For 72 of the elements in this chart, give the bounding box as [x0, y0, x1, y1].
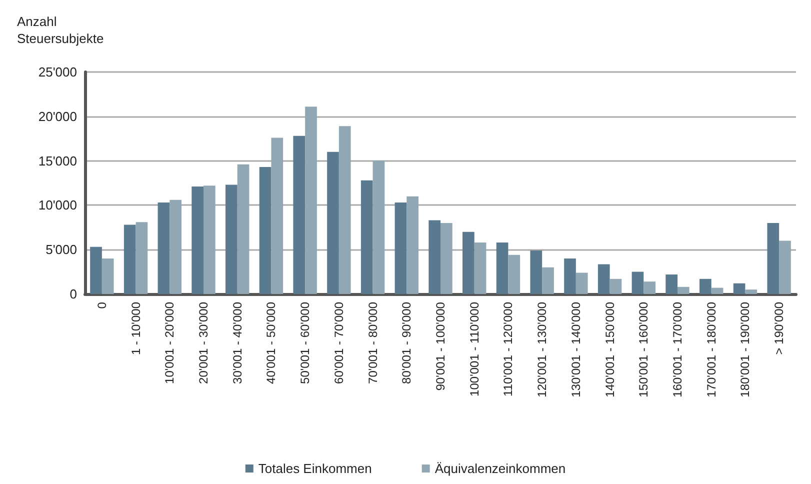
bar: [327, 152, 339, 294]
x-tick-label: 1 - 10'000: [128, 302, 143, 355]
bar: [428, 220, 440, 294]
bar: [632, 272, 644, 294]
x-tick-label: 160'001 - 170'000: [670, 302, 684, 398]
bar: [767, 222, 780, 294]
bar: [102, 258, 114, 294]
bar: [564, 258, 576, 294]
bar: [733, 283, 746, 294]
bar: [530, 250, 542, 294]
x-tick-label: 50'001 - 60'000: [298, 302, 312, 384]
bar: [406, 196, 418, 294]
bar: [644, 282, 656, 294]
bar: [204, 186, 216, 294]
x-tick-label: 100'001 - 110'000: [467, 302, 482, 396]
bar: [226, 184, 238, 294]
bar: [90, 246, 102, 294]
x-tick-label: 150'001 - 160'000: [636, 302, 651, 398]
bar: [474, 242, 486, 294]
bar: [678, 286, 690, 294]
x-tick-label: 60'001 - 70'000: [332, 302, 346, 384]
x-tick-label: > 190'000: [772, 302, 786, 355]
bar: [293, 136, 306, 294]
x-tick-label: 90'001 - 100'000: [434, 302, 448, 391]
x-tick-label: 70'001 - 80'000: [366, 302, 380, 384]
bar: [259, 167, 272, 294]
bar: [394, 202, 407, 294]
x-tick-label: 20'001 - 30'000: [196, 302, 210, 384]
x-tick-label: 120'001 - 130'000: [535, 302, 550, 398]
bar: [496, 242, 508, 294]
bar: [136, 222, 148, 294]
bar: [271, 138, 284, 294]
x-tick-label: 130'001 - 140'000: [568, 302, 583, 398]
bar: [360, 180, 373, 294]
x-tick-label: 80'001 - 90'000: [400, 302, 414, 384]
bar: [124, 224, 136, 294]
y-tick-label: 5'000: [46, 242, 77, 258]
bar: [610, 278, 622, 294]
x-tick-label: 110'001 - 120'000: [501, 302, 516, 396]
y-tick-label: 10'000: [38, 198, 77, 213]
bar: [440, 222, 452, 294]
bar: [462, 232, 474, 294]
y-tick-label: 15'000: [38, 153, 77, 168]
x-tick-label: 0: [94, 302, 109, 309]
legend-label: Totales Einkommen: [258, 461, 372, 476]
bar: [745, 290, 758, 294]
bar: [372, 160, 385, 294]
x-tick-label: 30'001 - 40'000: [230, 302, 244, 384]
bar: [508, 254, 520, 294]
y-tick-label: 20'000: [38, 108, 77, 124]
bar: [666, 274, 678, 294]
bar: [170, 200, 182, 294]
x-tick-label: 180'001 - 190'000: [738, 302, 752, 398]
bar: [711, 288, 724, 294]
x-tick-label: 40'001 - 50'000: [264, 302, 278, 384]
bar: [338, 126, 351, 294]
bar: [158, 202, 170, 294]
y-axis-title: Anzahl Steuersubjekte: [17, 14, 104, 46]
x-tick-label: 140'001 - 150'000: [602, 302, 617, 398]
y-tick-label: 0: [70, 286, 77, 302]
bar: [700, 278, 712, 294]
legend-label: Äquivalenzeinkommen: [434, 461, 566, 476]
x-tick-label: 10'001 - 20'000: [162, 302, 177, 384]
bar: [598, 264, 610, 294]
bar: [192, 186, 204, 294]
bar: [576, 272, 588, 294]
bar: [542, 267, 554, 294]
x-tick-label: 170'001 - 180'000: [704, 302, 718, 398]
bar: [305, 106, 317, 294]
bar: [237, 164, 250, 294]
y-tick-label: 25'000: [38, 64, 77, 80]
bar: [779, 240, 791, 294]
